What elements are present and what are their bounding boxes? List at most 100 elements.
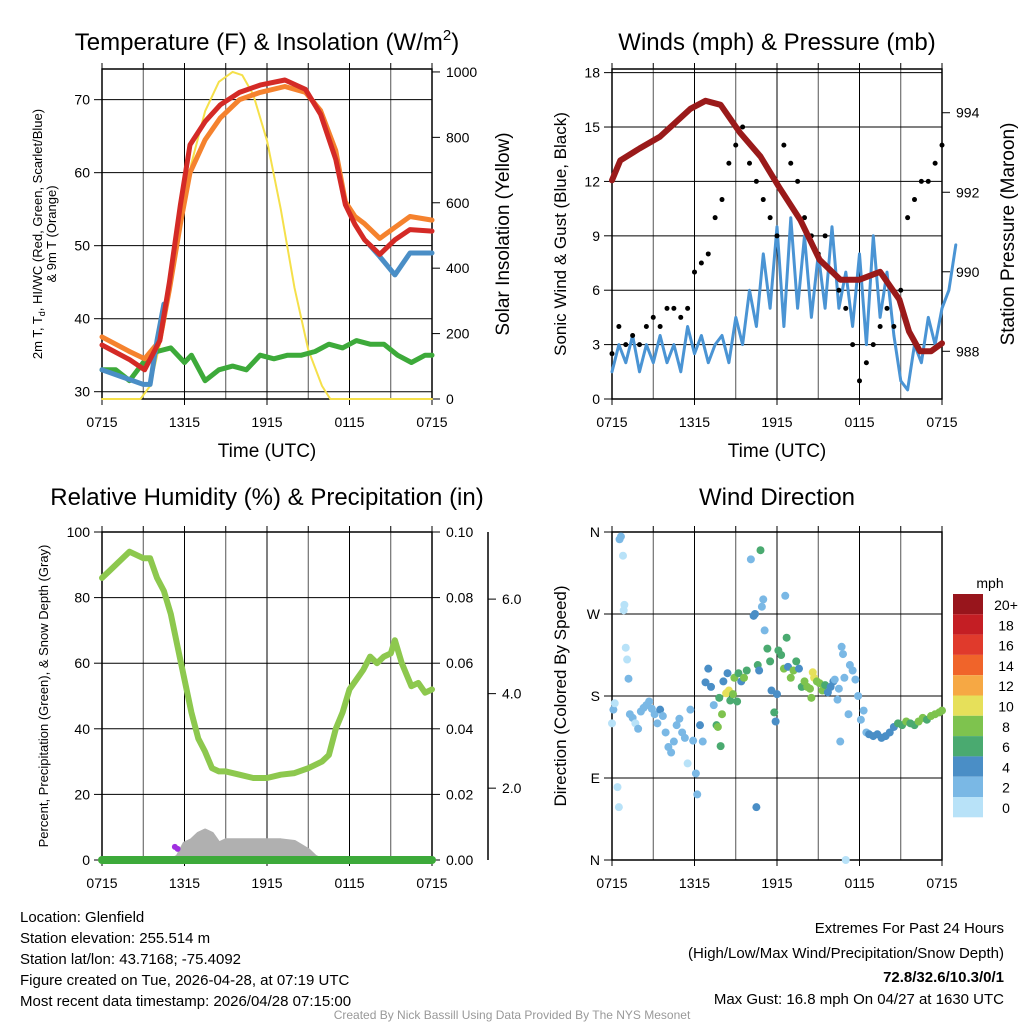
- y-tick-label: E: [591, 770, 600, 786]
- legend-label: 14: [998, 658, 1014, 674]
- gust-point: [726, 160, 732, 166]
- wind-direction-point: [854, 692, 863, 700]
- wind-x-label: Time (UTC): [728, 441, 827, 462]
- y-tick-label: 0: [82, 852, 90, 868]
- y2-tick-label: 1000: [446, 64, 477, 80]
- x-tick-label: 0115: [844, 875, 874, 891]
- wind-direction-point: [840, 673, 849, 682]
- y-tick-label: 60: [74, 655, 90, 671]
- wind-direction-point: [669, 737, 678, 746]
- wind-direction-point: [718, 710, 726, 719]
- wind-direction-point: [757, 602, 766, 611]
- gust-point: [932, 160, 938, 166]
- direction-y-label: Direction (Colored By Speed): [551, 585, 570, 806]
- legend-swatch: [953, 634, 983, 655]
- gust-point: [630, 333, 636, 339]
- gust-point: [795, 178, 801, 184]
- wind-direction-point: [723, 669, 732, 678]
- gust-point: [802, 215, 807, 221]
- plot-border: [101, 68, 433, 400]
- y2-tick-label: 0.08: [446, 590, 473, 606]
- humidity-panel-title: Relative Humidity (%) & Precipitation (i…: [50, 484, 483, 511]
- gust-point: [650, 314, 656, 320]
- wind-direction-point: [733, 697, 742, 706]
- gust-point: [760, 197, 766, 203]
- y-tick-label: 30: [74, 384, 90, 400]
- recent-data-text: Most recent data timestamp: 2026/04/28 0…: [20, 993, 351, 1010]
- wind-direction-point: [759, 595, 768, 604]
- y-tick-label: 70: [74, 92, 90, 108]
- x-tick-label: 0715: [926, 414, 957, 430]
- y-tick-label: 12: [584, 173, 600, 189]
- snow-depth-area: [168, 828, 324, 862]
- x-tick-label: 1915: [251, 875, 282, 891]
- legend-swatch: [953, 654, 983, 676]
- y2-tick-label: 800: [446, 129, 470, 145]
- wind-direction-point: [650, 710, 659, 719]
- x-tick-label: 1915: [251, 414, 282, 430]
- gust-point: [857, 378, 862, 384]
- gust-point: [623, 342, 629, 348]
- legend-label: 20+: [994, 597, 1018, 613]
- wind-direction-point: [701, 678, 710, 687]
- y-tick-label: S: [591, 688, 600, 704]
- wind-direction-point: [781, 591, 790, 600]
- x-tick-label: 0715: [416, 875, 447, 891]
- wind-direction-point: [704, 664, 713, 673]
- wind-direction-point: [619, 551, 627, 560]
- x-tick-label: 1915: [761, 875, 792, 891]
- location-text: Location: Glenfield: [20, 909, 144, 926]
- legend-label: 10: [998, 699, 1014, 715]
- y-tick-label: N: [590, 852, 600, 868]
- wind-direction-point: [844, 710, 853, 719]
- gust-point: [788, 160, 794, 166]
- wind-direction-point: [691, 769, 700, 778]
- wind-direction-point: [734, 669, 743, 678]
- wind-direction-point: [689, 736, 698, 745]
- wind-direction-point: [680, 733, 689, 742]
- wind-direction-point: [786, 673, 795, 682]
- wind-direction-point: [667, 748, 676, 757]
- x-tick-label: 0715: [416, 414, 447, 430]
- wind-direction-point: [795, 664, 803, 673]
- gust-point: [692, 269, 697, 275]
- gust-point: [884, 305, 890, 311]
- legend-label: 0: [1002, 800, 1010, 816]
- y2-tick-label: 0.00: [446, 852, 473, 868]
- wind-direction-point: [675, 714, 684, 723]
- wind-y-label: Sonic Wind & Gust (Blue, Black): [551, 112, 570, 356]
- legend-swatch: [953, 715, 983, 737]
- legend-label: 12: [998, 678, 1014, 694]
- extremes-title: Extremes For Past 24 Hours: [815, 920, 1004, 937]
- wind-direction-point: [623, 655, 632, 664]
- legend-swatch: [953, 695, 983, 716]
- gust-point: [774, 233, 780, 239]
- wind-direction-point: [807, 693, 816, 702]
- wind-direction-point: [707, 682, 715, 691]
- gust-point: [843, 305, 849, 311]
- gust-point: [939, 142, 945, 148]
- y-tick-label: 0: [592, 391, 600, 407]
- y2-tick-label: 992: [956, 184, 980, 200]
- wind-direction-point: [672, 721, 681, 730]
- y-tick-label: 40: [74, 311, 90, 327]
- wind-direction-point: [619, 606, 628, 615]
- wind-direction-point: [760, 626, 769, 635]
- y-tick-label: 60: [74, 165, 90, 181]
- sonic-wind-line: [610, 216, 958, 392]
- y-tick-label: W: [587, 606, 601, 622]
- y2-tick-label: 4.0: [502, 686, 522, 702]
- wind-direction-point: [696, 721, 704, 730]
- wind-direction-point: [777, 651, 786, 659]
- temperature-x-label: Time (UTC): [218, 441, 317, 462]
- wind-direction-point: [719, 677, 728, 686]
- x-tick-label: 1915: [761, 414, 792, 430]
- wind-direction-point: [658, 712, 667, 721]
- plot-border: [611, 68, 943, 400]
- y-tick-label: 20: [74, 786, 90, 802]
- x-tick-label: 0715: [926, 875, 957, 891]
- y-tick-label: 40: [74, 721, 90, 737]
- gust-point: [767, 215, 773, 221]
- gust-point: [705, 251, 711, 257]
